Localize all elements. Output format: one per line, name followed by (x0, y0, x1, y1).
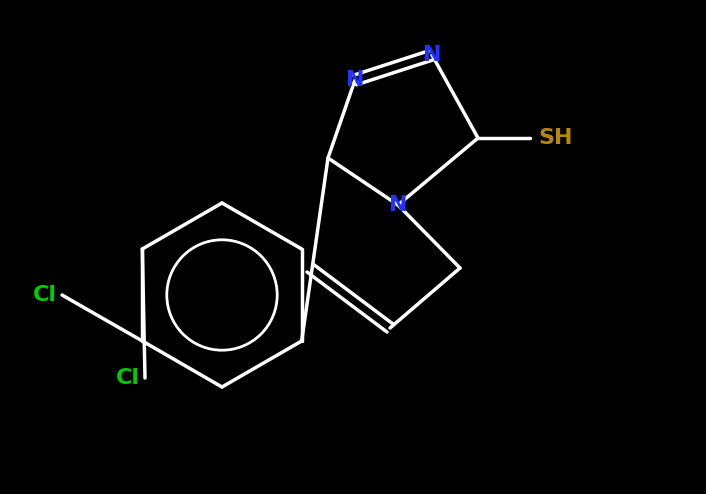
Text: Cl: Cl (33, 285, 57, 305)
Text: N: N (346, 70, 364, 90)
Text: SH: SH (538, 128, 573, 148)
Text: Cl: Cl (116, 368, 140, 388)
Text: N: N (389, 195, 407, 215)
Text: N: N (423, 45, 441, 65)
